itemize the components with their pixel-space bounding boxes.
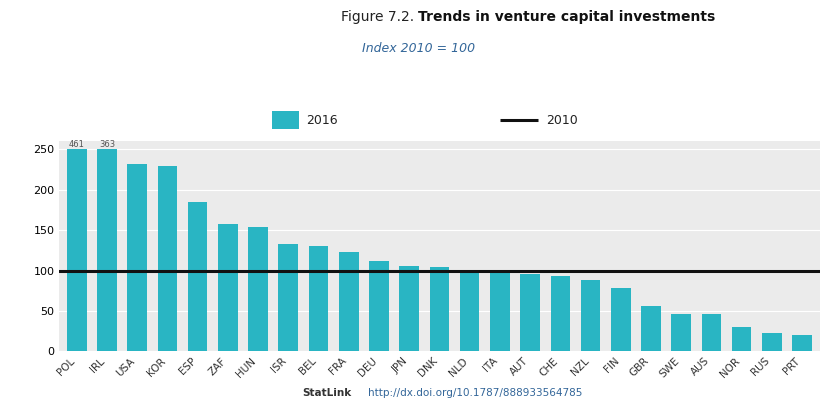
Bar bbox=[701, 314, 721, 351]
Bar bbox=[550, 276, 569, 351]
Text: Index 2010 = 100: Index 2010 = 100 bbox=[361, 42, 475, 55]
Bar bbox=[640, 306, 660, 351]
Text: 363: 363 bbox=[99, 140, 115, 149]
Bar bbox=[97, 149, 117, 351]
Bar bbox=[610, 288, 630, 351]
Bar bbox=[369, 261, 389, 351]
Text: 2016: 2016 bbox=[306, 114, 338, 127]
Bar bbox=[580, 280, 599, 351]
Bar bbox=[459, 271, 479, 351]
Text: Trends in venture capital investments: Trends in venture capital investments bbox=[418, 10, 715, 24]
Bar bbox=[308, 246, 328, 351]
Bar bbox=[248, 227, 268, 351]
Bar bbox=[399, 266, 419, 351]
Bar bbox=[67, 149, 86, 351]
Bar bbox=[489, 272, 509, 351]
Bar bbox=[187, 202, 207, 351]
Text: 2010: 2010 bbox=[545, 114, 577, 127]
Text: Figure 7.2.: Figure 7.2. bbox=[340, 10, 418, 24]
Bar bbox=[792, 335, 811, 351]
Bar bbox=[278, 244, 298, 351]
Bar bbox=[429, 267, 449, 351]
Text: StatLink: StatLink bbox=[302, 388, 351, 398]
Bar bbox=[670, 314, 691, 351]
Bar bbox=[761, 333, 781, 351]
Text: http://dx.doi.org/10.1787/888933564785: http://dx.doi.org/10.1787/888933564785 bbox=[368, 388, 582, 398]
Bar bbox=[127, 164, 147, 351]
Text: 461: 461 bbox=[69, 140, 84, 149]
Bar bbox=[731, 327, 751, 351]
Bar bbox=[339, 252, 358, 351]
Bar bbox=[157, 166, 177, 351]
Bar bbox=[520, 274, 539, 351]
Bar bbox=[272, 111, 298, 129]
Bar bbox=[217, 224, 237, 351]
